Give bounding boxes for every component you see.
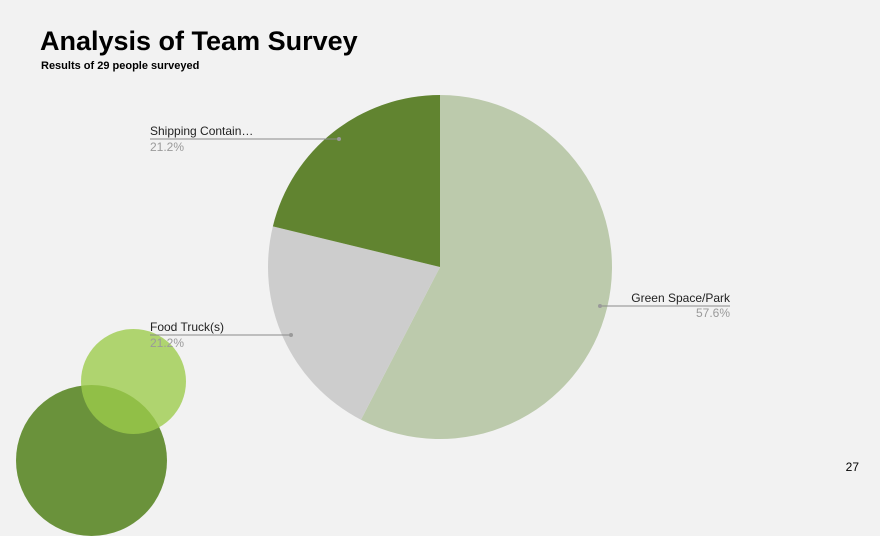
slice-percent-3: 21.2% — [150, 140, 184, 154]
slice-percent-1: 57.6% — [696, 306, 730, 320]
slide: Analysis of Team Survey Results of 29 pe… — [16, 26, 859, 536]
slice-label-1: Green Space/Park — [631, 291, 731, 305]
page-number: 27 — [845, 460, 859, 474]
pie-slice-3 — [272, 95, 440, 267]
pie-slice-2 — [267, 226, 440, 420]
leader-dot-3 — [337, 137, 341, 141]
leader-dot-1 — [598, 304, 602, 308]
slice-label-3: Shipping Contain… — [150, 124, 253, 138]
slide-title: Analysis of Team Survey — [40, 26, 358, 56]
slice-percent-2: 21.2% — [150, 336, 184, 350]
leader-dot-2 — [289, 333, 293, 337]
slice-label-2: Food Truck(s) — [150, 320, 224, 334]
pie-slice-1 — [360, 95, 612, 440]
decorative-circle-small — [81, 329, 186, 434]
slide-subtitle: Results of 29 people surveyed — [41, 60, 200, 72]
